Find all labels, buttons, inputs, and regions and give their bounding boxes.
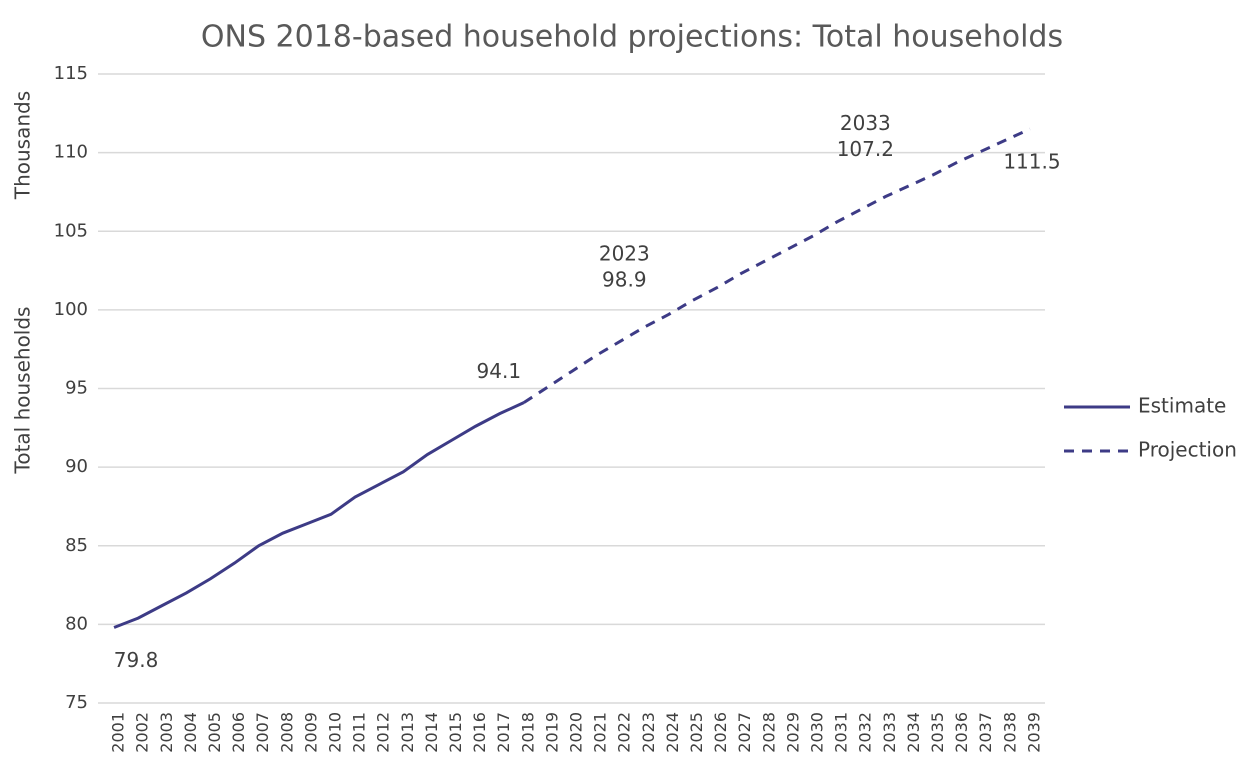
x-tick-label: 2003 [157,712,176,753]
x-tick-label: 2026 [711,712,730,753]
data-label: 79.8 [114,648,159,672]
x-tick-label: 2008 [277,712,296,753]
x-tick-label: 2025 [687,712,706,753]
y-tick-label: 110 [54,142,88,163]
x-tick-label: 2024 [663,712,682,753]
x-tick-label: 2030 [808,712,827,753]
x-tick-label: 2037 [976,712,995,753]
y-tick-label: 80 [65,613,88,634]
data-label: 94.1 [477,359,522,383]
x-tick-label: 2012 [374,712,393,753]
data-label: 111.5 [1003,150,1060,174]
x-tick-label: 2023 [639,712,658,753]
y-tick-label: 100 [54,299,88,320]
data-label-category: 2023 [599,242,650,266]
x-tick-label: 2016 [470,712,489,753]
x-tick-label: 2031 [832,712,851,753]
y-tick-label: 90 [65,456,88,477]
x-tick-label: 2039 [1024,712,1043,753]
x-tick-label: 2009 [301,712,320,753]
x-tick-label: 2036 [952,712,971,753]
x-tick-label: 2002 [133,712,152,753]
y-tick-label: 95 [65,378,88,399]
x-tick-label: 2013 [398,712,417,753]
series-line [522,127,1031,404]
y-axis-unit: Thousands [11,91,35,200]
x-tick-label: 2029 [783,712,802,753]
x-tick-label: 2001 [109,712,128,753]
data-label: 98.9 [602,268,647,292]
y-tick-label: 115 [54,63,88,84]
x-tick-label: 2033 [880,712,899,753]
x-tick-label: 2011 [350,712,369,753]
x-tick-label: 2020 [567,712,586,753]
x-tick-label: 2007 [253,712,272,753]
data-label: 107.2 [837,137,894,161]
x-tick-label: 2028 [759,712,778,753]
data-label-category: 2033 [840,111,891,135]
x-tick-label: 2027 [735,712,754,753]
x-tick-label: 2022 [615,712,634,753]
x-tick-label: 2006 [229,712,248,753]
legend-label: Estimate [1138,394,1226,418]
x-tick-label: 2038 [1000,712,1019,753]
y-axis-title: Total households [11,307,35,475]
series-line [113,401,525,629]
x-tick-label: 2019 [542,712,561,753]
x-tick-label: 2021 [591,712,610,753]
x-tick-label: 2017 [494,712,513,753]
x-tick-label: 2035 [928,712,947,753]
x-tick-label: 2015 [446,712,465,753]
x-tick-label: 2032 [856,712,875,753]
legend-label: Projection [1138,438,1237,462]
chart-title: ONS 2018-based household projections: To… [201,20,1063,55]
x-tick-label: 2010 [325,712,344,753]
y-tick-label: 75 [65,692,88,713]
x-tick-label: 2014 [422,712,441,753]
y-tick-label: 105 [54,220,88,241]
x-tick-label: 2005 [205,712,224,753]
x-tick-label: 2034 [904,712,923,753]
y-tick-label: 85 [65,535,88,556]
x-tick-label: 2004 [181,712,200,753]
x-tick-label: 2018 [518,712,537,753]
